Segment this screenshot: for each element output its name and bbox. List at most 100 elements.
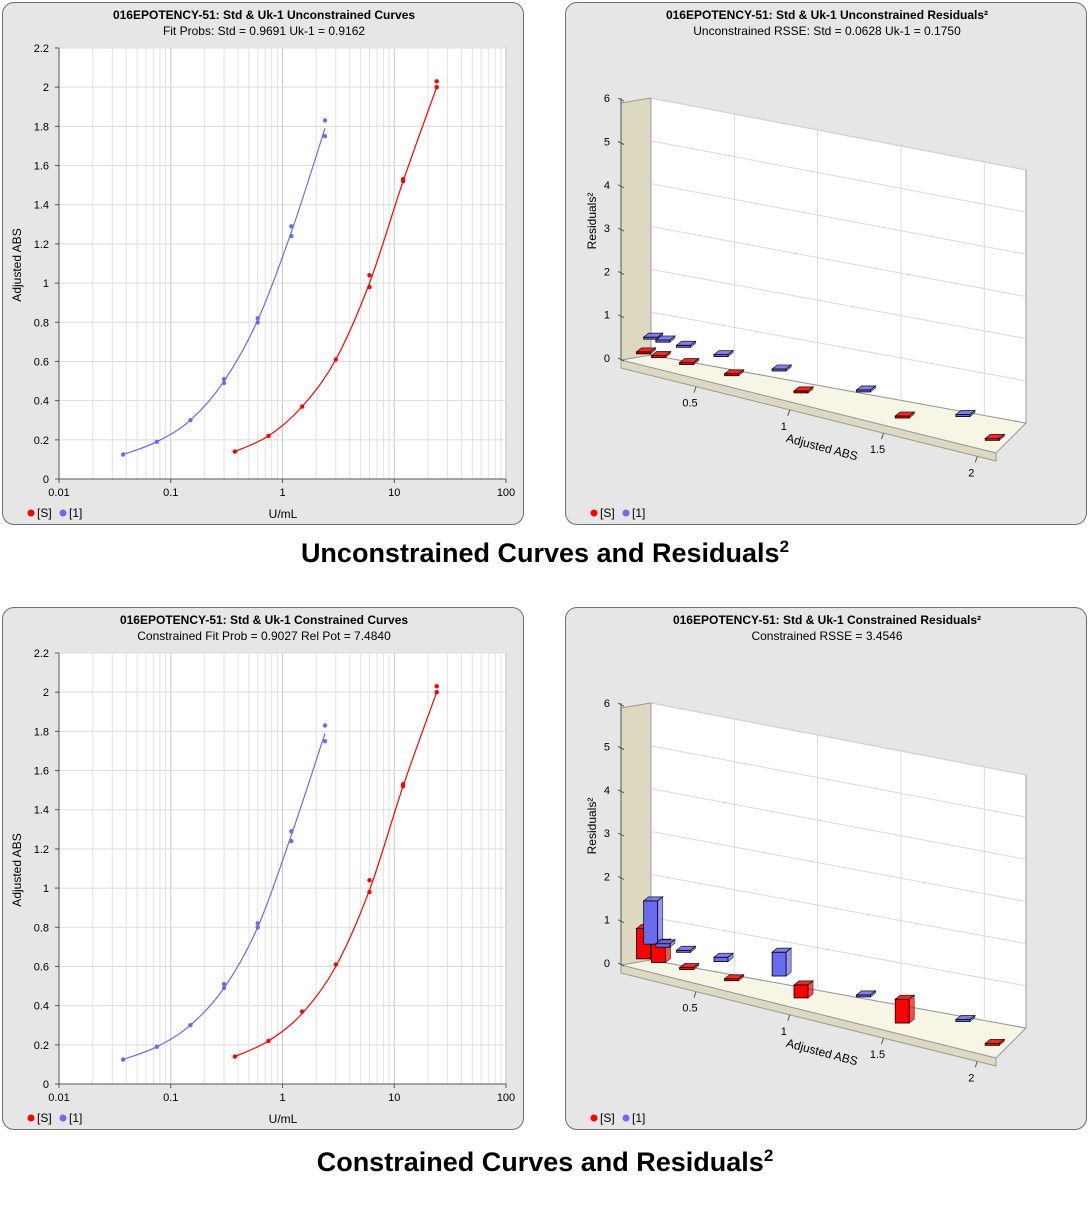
residual-bar <box>793 984 809 999</box>
x-tick-label: 0.01 <box>48 487 69 499</box>
data-point <box>188 1023 193 1028</box>
z-gridline <box>650 140 1027 213</box>
x-axis-label: Adjusted ABS <box>785 1036 860 1069</box>
residual-bar-side <box>650 347 656 355</box>
data-point <box>322 738 328 744</box>
legend-marker <box>590 509 598 517</box>
legend-label: [1] <box>69 1111 82 1125</box>
residual-bar-side <box>669 335 676 344</box>
z-gridline <box>650 226 1027 297</box>
chart-subtitle: Constrained Fit Prob = 0.9027 Rel Pot = … <box>137 629 391 643</box>
caption-constrained: Constrained Curves and Residuals2 <box>0 1147 1090 1178</box>
caption-constrained-sup: 2 <box>763 1146 774 1165</box>
residual-bar-side <box>669 938 676 949</box>
y-tick-label: 0.2 <box>34 1040 49 1052</box>
legend-label: [1] <box>632 506 645 520</box>
residual-bar-side <box>738 973 745 982</box>
residual-bar-side <box>727 952 734 963</box>
y-axis-label: Adjusted ABS <box>10 228 24 301</box>
legend-label: [1] <box>632 1111 645 1125</box>
x-axis-label: U/mL <box>269 1112 298 1126</box>
x-tick-mark <box>974 456 978 463</box>
y-tick-label: 0.8 <box>34 922 49 934</box>
data-point <box>434 84 439 90</box>
data-point <box>367 284 372 290</box>
residuals-chart-unconstrained: 016EPOTENCY-51: Std & Uk-1 Unconstrained… <box>585 8 1028 520</box>
y-tick-label: 1.6 <box>34 766 49 778</box>
caption-constrained-text: Constrained Curves and Residuals <box>316 1147 764 1177</box>
x-tick-label: 10 <box>388 487 400 499</box>
z-tick-label: 6 <box>604 698 610 710</box>
x-tick-label: 0.1 <box>163 1092 178 1104</box>
floor-edge <box>620 964 997 1067</box>
z-tick-label: 4 <box>604 180 610 192</box>
legend-marker <box>59 509 67 517</box>
z-gridline <box>650 183 1027 255</box>
y-tick-label: 0 <box>43 1079 49 1091</box>
curves-panel-unconstrained: 016EPOTENCY-51: Std & Uk-1 Unconstrained… <box>2 2 524 525</box>
residual-bar <box>643 900 659 945</box>
chart-title: 016EPOTENCY-51: Std & Uk-1 Constrained R… <box>673 613 981 627</box>
data-point <box>255 320 260 325</box>
residual-bar <box>771 951 787 977</box>
residual-bar-side <box>870 385 876 393</box>
caption-unconstrained-text: Unconstrained Curves and Residuals <box>300 538 780 568</box>
data-point <box>333 962 339 967</box>
chart-title: 016EPOTENCY-51: Std & Uk-1 Constrained C… <box>120 613 408 627</box>
data-point <box>120 1057 126 1062</box>
residual-bar-side <box>785 364 792 372</box>
y-tick-label: 0 <box>43 474 49 486</box>
data-point <box>154 1044 159 1049</box>
x-tick-mark <box>881 1037 884 1045</box>
data-point <box>367 878 372 883</box>
data-point <box>400 782 406 787</box>
z-gridline <box>650 745 1027 818</box>
data-point <box>289 829 294 834</box>
data-point <box>154 439 159 444</box>
data-point <box>322 723 328 728</box>
residual-bar-side <box>807 386 814 394</box>
x-tick-label: 100 <box>497 1092 515 1104</box>
floor-edge <box>620 359 997 462</box>
z-tick-label: 1 <box>604 915 610 927</box>
z-tick-label: 5 <box>604 137 610 149</box>
data-point <box>367 889 372 895</box>
chart-title: 016EPOTENCY-51: Std & Uk-1 Unconstrained… <box>666 8 988 22</box>
residuals-chart-constrained: 016EPOTENCY-51: Std & Uk-1 Constrained R… <box>585 613 1028 1125</box>
residuals-panel-constrained: 016EPOTENCY-51: Std & Uk-1 Constrained R… <box>565 607 1087 1130</box>
z-tick-label: 3 <box>604 828 610 840</box>
x-tick-mark <box>693 386 697 393</box>
y-tick-label: 2 <box>43 687 49 699</box>
y-tick-label: 0.4 <box>34 396 49 408</box>
x-tick-label: 0.01 <box>48 1092 69 1104</box>
caption-unconstrained: Unconstrained Curves and Residuals2 <box>0 538 1090 569</box>
z-gridline <box>650 97 1027 171</box>
side-wall <box>620 97 652 361</box>
y-tick-label: 1.8 <box>34 121 49 133</box>
data-point <box>266 433 271 439</box>
z-axis-label: Residuals² <box>585 193 599 250</box>
data-point <box>266 1038 271 1044</box>
residual-bar-side <box>998 1038 1005 1047</box>
x-tick-label: 1 <box>781 421 787 433</box>
z-axis-label: Residuals² <box>585 798 599 855</box>
chart-subtitle: Constrained RSSE = 3.4546 <box>751 629 902 643</box>
y-tick-label: 1.2 <box>34 844 49 856</box>
legend-label: [S] <box>37 1111 52 1125</box>
data-point <box>232 1054 238 1059</box>
x-tick-label: 100 <box>497 487 515 499</box>
x-tick-mark <box>881 432 884 440</box>
residual-bar-side <box>969 409 976 418</box>
y-tick-label: 1.2 <box>34 239 49 251</box>
data-point <box>322 118 328 123</box>
chart-subtitle: Fit Probs: Std = 0.9691 Uk-1 = 0.9162 <box>163 24 365 38</box>
data-point <box>289 233 294 239</box>
y-tick-label: 0.6 <box>34 356 49 368</box>
data-point <box>188 418 193 423</box>
y-tick-label: 1 <box>43 278 49 290</box>
legend-label: [S] <box>600 1111 615 1125</box>
data-point <box>299 404 305 409</box>
y-tick-label: 0.6 <box>34 961 49 973</box>
data-point <box>367 273 372 278</box>
x-tick-label: 0.5 <box>682 398 697 410</box>
